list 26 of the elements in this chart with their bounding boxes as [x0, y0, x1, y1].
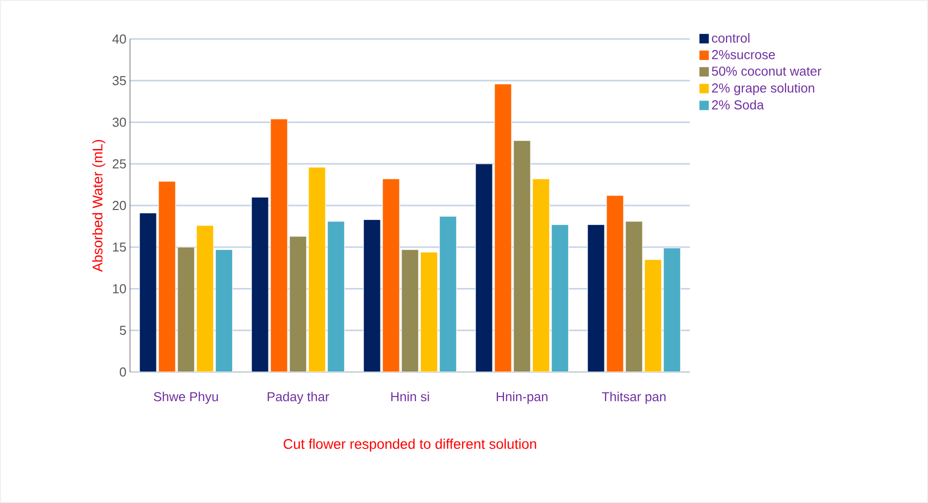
y-tick-label: 10: [113, 284, 126, 294]
bar: [420, 252, 438, 372]
y-tick-label: 15: [113, 242, 126, 252]
legend-label: control: [712, 33, 750, 43]
y-tick-label: 20: [112, 200, 126, 210]
bar: [532, 178, 550, 372]
y-tick-label: 0: [120, 367, 126, 377]
x-tick-label: Thitsar pan: [602, 392, 666, 404]
bar: [308, 166, 326, 372]
x-tick-label: Hnin-pan: [496, 392, 548, 404]
y-tick-label: 35: [112, 76, 126, 86]
x-tick-label: Shwe Phyu: [154, 392, 218, 404]
y-tick-label: 5: [120, 326, 126, 335]
x-tick-label: Paday thar: [268, 392, 330, 404]
legend-label: 2% Soda: [712, 100, 764, 110]
y-tick-label: 30: [112, 118, 126, 127]
y-tick-label: 40: [112, 34, 126, 44]
bar: [644, 259, 662, 372]
x-tick-label: Hnin si: [391, 392, 429, 402]
y-tick-label: 25: [112, 159, 126, 168]
legend-label: 2%sucrose: [712, 50, 775, 60]
bar: [196, 225, 214, 372]
legend-label: 2% grape solution: [712, 83, 814, 96]
y-axis-title: Absorbed Water (mL): [92, 140, 106, 272]
legend-label: 50% coconut water: [712, 66, 822, 76]
x-axis-title: Cut flower responded to different solution: [284, 438, 536, 452]
